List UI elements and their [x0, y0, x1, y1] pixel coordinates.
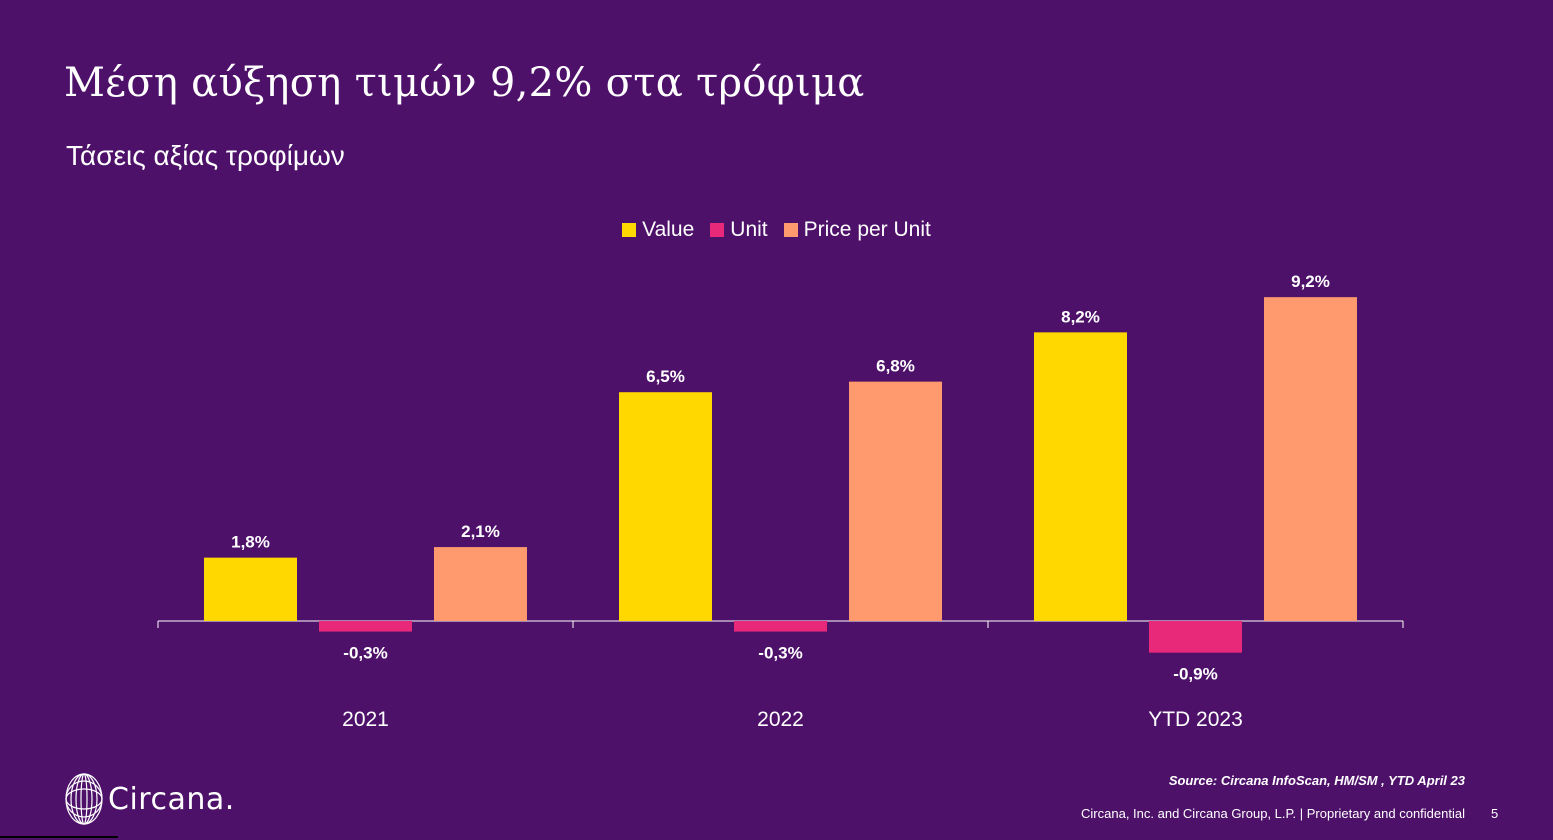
page-subtitle: Τάσεις αξίας τροφίμων	[66, 140, 345, 171]
bar-unit	[734, 621, 827, 632]
legend-item-price-per-unit: Price per Unit	[783, 218, 931, 242]
bar-value	[1034, 332, 1127, 621]
data-label: 6,5%	[646, 367, 685, 386]
bar-value	[619, 392, 712, 621]
bar-unit	[319, 621, 412, 632]
bar-price-per-unit	[849, 381, 942, 621]
bar-unit	[1149, 621, 1242, 653]
legend-label-price-per-unit: Price per Unit	[803, 218, 931, 241]
bar-chart: 1,8% -0,3% 2,1% 2021 6,5% -0,3% 6,8% 2022 8,2% -0…	[157, 272, 1404, 731]
data-label: -0,3%	[758, 644, 802, 663]
legend-label-value: Value	[642, 218, 695, 241]
data-label: 2,1%	[461, 522, 500, 541]
source-note: Source: Circana InfoScan, HM/SM , YTD Ap…	[1168, 773, 1465, 788]
bar-price-per-unit	[434, 547, 527, 621]
corner-line	[0, 836, 118, 838]
chart-legend: Value Unit Price per Unit	[0, 218, 1553, 242]
legend-swatch-value	[622, 223, 637, 237]
circana-globe-icon	[65, 773, 103, 825]
footer-text: Circana, Inc. and Circana Group, L.P. | …	[1081, 806, 1465, 821]
legend-item-unit: Unit	[710, 218, 768, 242]
data-label: -0,9%	[1173, 665, 1217, 684]
circana-logo: Circana.	[64, 772, 235, 826]
legend-item-value: Value	[622, 218, 694, 242]
bar-price-per-unit	[1264, 297, 1357, 621]
legend-swatch-price-per-unit	[783, 223, 798, 237]
category-label: 2021	[342, 708, 389, 731]
page-title: Μέση αύξηση τιμών 9,2% στα τρόφιμα	[64, 60, 865, 106]
category-label: 2022	[757, 708, 804, 731]
legend-swatch-unit	[710, 223, 725, 237]
data-label: 6,8%	[876, 357, 915, 376]
data-label: -0,3%	[343, 644, 387, 663]
logo-text: Circana.	[108, 781, 235, 817]
category-label: YTD 2023	[1148, 708, 1243, 731]
data-label: 1,8%	[231, 533, 270, 552]
data-label: 9,2%	[1291, 272, 1330, 291]
bar-value	[204, 557, 297, 621]
page-number: 5	[1491, 806, 1499, 821]
data-label: 8,2%	[1061, 307, 1100, 326]
legend-label-unit: Unit	[730, 218, 768, 241]
